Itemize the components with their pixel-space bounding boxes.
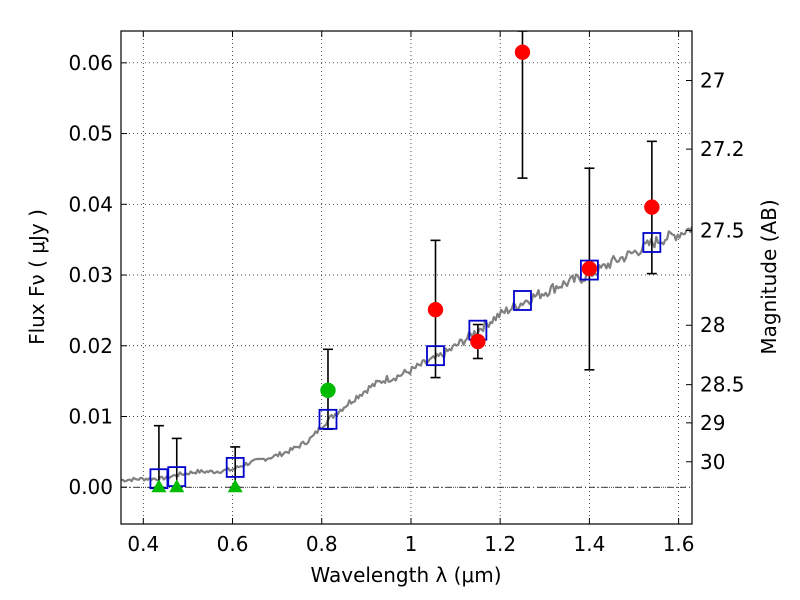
circle-marker bbox=[320, 382, 336, 399]
square-marker bbox=[513, 290, 532, 311]
square-marker bbox=[426, 345, 445, 367]
y-tick-label: 0.02 bbox=[68, 334, 113, 358]
y-axis-label: Flux Fν ( μJy ) bbox=[25, 209, 49, 345]
x-tick-label: 0.6 bbox=[217, 532, 249, 556]
square-marker bbox=[225, 457, 245, 478]
square-marker bbox=[642, 232, 662, 253]
x-tick-label: 0.4 bbox=[127, 532, 159, 556]
triangle-marker bbox=[227, 479, 243, 493]
y2-tick-label: 29 bbox=[700, 411, 725, 435]
y2-tick-label: 28.5 bbox=[700, 373, 745, 397]
circle-marker bbox=[644, 199, 660, 215]
model-spectrum bbox=[121, 226, 692, 483]
error-bars bbox=[153, 31, 657, 489]
y-tick-label: 0.00 bbox=[68, 475, 113, 499]
y2-tick-label: 27.5 bbox=[700, 218, 745, 242]
y2-tick-label: 28 bbox=[700, 313, 725, 337]
y-tick-label: 0.05 bbox=[68, 122, 113, 146]
x-tick-label: 1.2 bbox=[484, 532, 516, 556]
y2-tick-label: 27 bbox=[700, 69, 725, 93]
x-tick-label: 1.6 bbox=[663, 532, 695, 556]
x-tick-label: 1.4 bbox=[573, 532, 605, 556]
axis-ticks: 0.4 0.6 0.8 1 1.2 1.4 1.6 0.00 0.01 0.02 0.03 0.04 0… bbox=[68, 31, 745, 556]
circle-marker bbox=[427, 301, 444, 318]
y-tick-label: 0.01 bbox=[68, 404, 113, 428]
y-tick-label: 0.03 bbox=[68, 263, 113, 287]
model-spectrum-line bbox=[121, 226, 692, 483]
circle-marker bbox=[470, 333, 486, 350]
x-tick-label: 1 bbox=[405, 532, 418, 556]
x-axis-label: Wavelength λ (μm) bbox=[310, 563, 501, 587]
square-marker bbox=[318, 408, 338, 430]
circle-marker bbox=[514, 44, 531, 60]
y2-axis-label: Magnitude (AB) bbox=[757, 199, 781, 354]
y-tick-label: 0.06 bbox=[68, 51, 113, 75]
triangle-marker bbox=[169, 479, 185, 493]
data-markers bbox=[149, 44, 662, 493]
x-tick-label: 0.8 bbox=[306, 532, 338, 556]
triangle-marker bbox=[151, 479, 167, 493]
square-marker bbox=[579, 259, 599, 281]
y2-tick-label: 27.2 bbox=[700, 137, 745, 161]
plot-frame bbox=[120, 30, 693, 525]
circle-marker bbox=[581, 260, 598, 277]
y-tick-label: 0.04 bbox=[68, 192, 113, 216]
grid bbox=[121, 31, 692, 524]
y2-tick-label: 30 bbox=[700, 450, 725, 474]
